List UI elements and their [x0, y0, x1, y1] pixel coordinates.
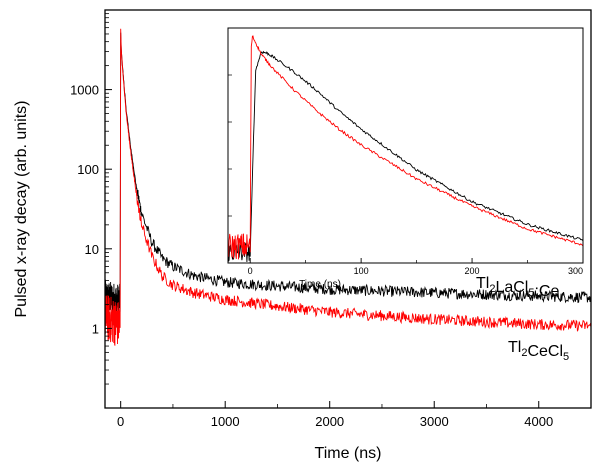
main-series-line-0: [105, 32, 591, 318]
series-label-1: Tl2CeCl5: [508, 339, 569, 363]
y-tick-label: 100: [77, 162, 99, 177]
inset-x-tick-label: 200: [465, 266, 480, 276]
x-tick-label: 1000: [211, 414, 240, 429]
inset-background: [228, 28, 583, 263]
series-label-0: Tl2LaCl5:Ce: [476, 275, 559, 300]
inset-frame: [227, 27, 584, 264]
y-tick-label: 1: [92, 321, 99, 336]
y-axis-title: Pulsed x-ray decay (arb. units): [13, 101, 30, 318]
x-axis-title: Time (ns): [315, 445, 382, 462]
y-tick-label: 10: [85, 242, 99, 257]
inset-x-axis-title: Time (ns): [299, 279, 341, 290]
y-tick-label: 1000: [70, 83, 99, 98]
x-tick-label: 0: [117, 414, 124, 429]
inset-x-tick-label: 0: [248, 266, 253, 276]
inset-x-tick-label: 300: [568, 266, 583, 276]
x-tick-label: 4000: [524, 414, 553, 429]
main-plot-frame: [104, 9, 592, 409]
inset-series-line-0: [228, 50, 583, 263]
x-tick-label: 2000: [315, 414, 344, 429]
inset-x-tick-label: 100: [354, 266, 369, 276]
main-series-line-1: [105, 28, 591, 346]
inset-plot: 0 100 200 300 Time (ns): [227, 27, 584, 290]
inset-series-line-1: [228, 35, 583, 260]
x-tick-label: 3000: [420, 414, 449, 429]
